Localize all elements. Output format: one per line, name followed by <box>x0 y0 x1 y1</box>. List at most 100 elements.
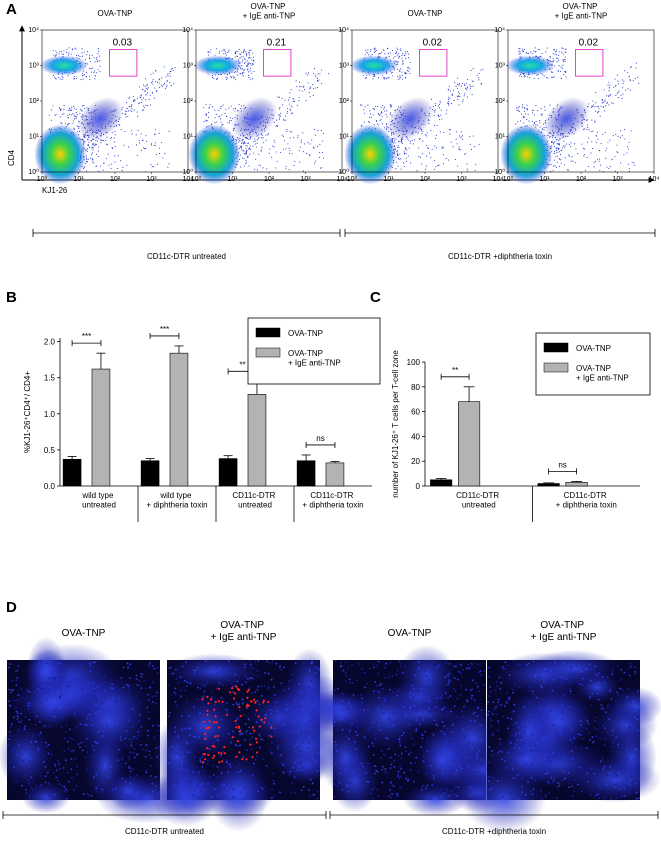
event-dot <box>252 78 254 80</box>
event-dot <box>616 144 618 146</box>
density <box>500 124 553 185</box>
cell <box>96 791 99 793</box>
event-dot <box>556 147 558 149</box>
event-dot <box>441 147 443 149</box>
event-dot <box>222 124 224 126</box>
x-tick-label: 10² <box>264 176 275 183</box>
cell <box>335 744 337 747</box>
bar <box>140 460 160 487</box>
cell-region <box>0 723 54 790</box>
event-dot <box>318 79 320 81</box>
event-dot <box>68 123 70 125</box>
x-tick-label: 10¹ <box>73 176 84 183</box>
event-dot <box>599 115 601 117</box>
event-dot <box>93 162 95 164</box>
cell <box>521 754 524 756</box>
event-dot <box>600 142 602 145</box>
event-dot <box>211 77 214 79</box>
event-dot <box>100 139 102 141</box>
red-cell <box>204 757 207 761</box>
cell <box>192 669 195 672</box>
cell <box>185 701 188 703</box>
event-dot <box>523 48 525 51</box>
cell <box>520 785 523 788</box>
cell <box>272 779 275 782</box>
event-dot <box>558 142 560 145</box>
cell <box>297 705 300 708</box>
cell <box>392 785 395 788</box>
event-dot <box>469 135 471 137</box>
cell <box>27 704 30 707</box>
cell <box>168 712 171 714</box>
cell <box>339 709 342 712</box>
cell <box>71 776 73 779</box>
y-axis-label: number of KJ1-26⁺ T cells per T-cell zon… <box>391 350 400 498</box>
cell <box>414 662 417 665</box>
cell <box>422 784 425 787</box>
event-dot <box>113 137 115 139</box>
event-dot <box>249 52 251 54</box>
cell <box>601 724 604 727</box>
event-dot <box>590 152 592 154</box>
cell <box>113 731 116 734</box>
cell <box>466 776 468 779</box>
event-dot <box>243 50 245 52</box>
event-dot <box>385 127 387 129</box>
cell <box>400 757 403 760</box>
cell <box>222 751 225 753</box>
event-dot <box>222 104 224 106</box>
cell <box>339 662 342 664</box>
cell <box>586 781 589 783</box>
cell <box>480 739 483 742</box>
event-dot <box>561 47 563 49</box>
event-dot <box>625 89 627 91</box>
event-dot <box>166 86 168 88</box>
cell <box>95 787 98 790</box>
cell <box>213 704 216 706</box>
cell <box>271 741 273 744</box>
cell <box>202 713 205 716</box>
event-dot <box>385 114 387 116</box>
cell <box>475 738 478 741</box>
legend-label: OVA-TNP <box>576 344 611 353</box>
event-dot <box>122 166 124 168</box>
cell <box>615 699 617 702</box>
cell <box>632 785 635 788</box>
cell <box>204 683 206 686</box>
event-dot <box>605 150 607 152</box>
event-dot <box>380 106 382 108</box>
event-dot <box>554 65 556 67</box>
cell <box>150 757 153 760</box>
cell <box>92 776 95 779</box>
event-dot <box>239 53 242 55</box>
cell <box>46 771 49 774</box>
event-dot <box>527 114 529 116</box>
cell <box>249 732 252 735</box>
cell <box>467 765 470 767</box>
cell <box>449 740 452 742</box>
group-label: CD11c-DTR +diphtheria toxin <box>448 252 552 261</box>
event-dot <box>246 153 248 155</box>
event-dot <box>365 77 367 79</box>
red-cell <box>237 726 240 730</box>
cell <box>346 795 349 798</box>
event-dot <box>312 146 314 148</box>
event-dot <box>383 50 385 52</box>
cell <box>294 762 297 765</box>
event-dot <box>559 154 562 156</box>
cell <box>426 784 429 787</box>
event-dot <box>591 105 593 107</box>
cell <box>224 795 227 798</box>
event-dot <box>391 71 393 74</box>
cell <box>56 779 59 782</box>
cell <box>336 784 339 787</box>
event-dot <box>76 113 78 115</box>
event-dot <box>231 117 233 120</box>
cell <box>77 743 80 746</box>
cell <box>545 720 547 723</box>
cell <box>15 780 18 783</box>
event-dot <box>242 59 244 61</box>
cell <box>459 720 462 723</box>
event-dot <box>469 143 471 145</box>
event-dot <box>238 104 240 106</box>
